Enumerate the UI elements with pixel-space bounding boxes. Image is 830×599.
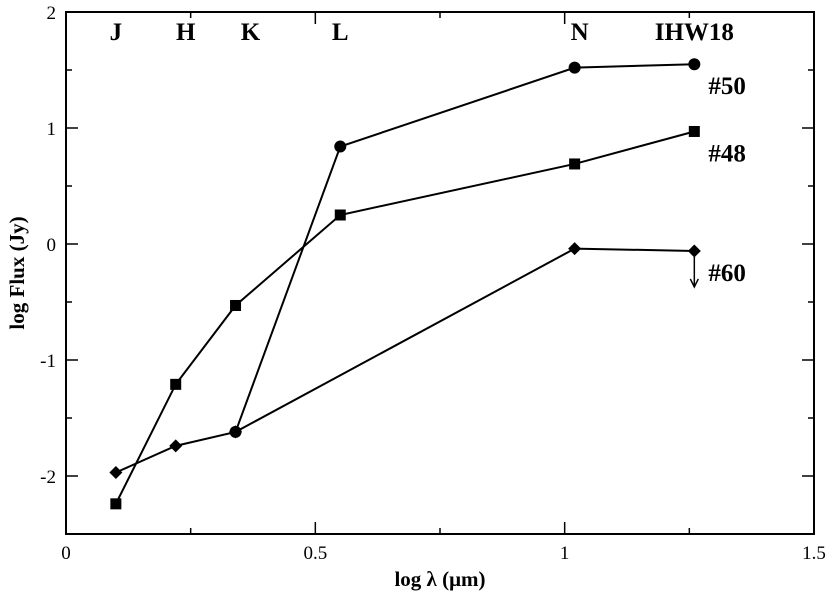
diamond-marker [687, 244, 701, 258]
band-label: IHW18 [655, 19, 734, 46]
y-tick-label: -2 [40, 467, 56, 488]
y-tick-label: -1 [40, 351, 56, 372]
series-lines [114, 63, 695, 505]
x-tick-label: 0.5 [303, 543, 327, 564]
square-marker [110, 498, 122, 510]
plot-frame [65, 11, 815, 535]
series-line-circle [234, 63, 695, 433]
diamond-marker [229, 425, 243, 439]
series-label: #60 [708, 260, 746, 287]
band-label: H [176, 19, 196, 46]
band-label: J [110, 19, 123, 46]
series-line-square [114, 130, 695, 505]
band-label: L [332, 19, 349, 46]
square-marker [170, 378, 182, 390]
chart-labels: 0 0.5 1 1.5 -2 -1 0 1 2 J H K L N IHW18 #50 #48 #60 [40, 3, 826, 564]
diamond-marker [568, 242, 582, 256]
y-tick-label: 1 [47, 119, 57, 140]
series-label: #48 [708, 140, 746, 167]
circle-marker [568, 61, 581, 74]
square-marker [688, 125, 700, 137]
x-tick-label: 1.5 [802, 543, 826, 564]
x-axis-label: log λ (μm) [394, 567, 485, 591]
circle-marker [688, 58, 701, 71]
axis-ticks [65, 11, 815, 535]
square-marker [230, 299, 242, 311]
y-tick-label: 2 [47, 3, 57, 24]
x-tick-label: 1 [560, 543, 570, 564]
upper-limit-arrowhead [689, 278, 699, 289]
y-tick-label: 0 [47, 235, 57, 256]
band-label: N [571, 19, 589, 46]
circle-marker [334, 140, 347, 153]
data-markers [109, 58, 701, 510]
series-line-diamond [115, 247, 695, 474]
x-tick-label: 0 [61, 543, 71, 564]
diamond-marker [109, 466, 123, 480]
diamond-marker [169, 439, 183, 453]
square-marker [569, 158, 581, 170]
band-label: K [241, 19, 261, 46]
series-label: #50 [708, 73, 746, 100]
y-axis-label: log Flux (Jy) [5, 216, 29, 329]
square-marker [334, 209, 346, 221]
